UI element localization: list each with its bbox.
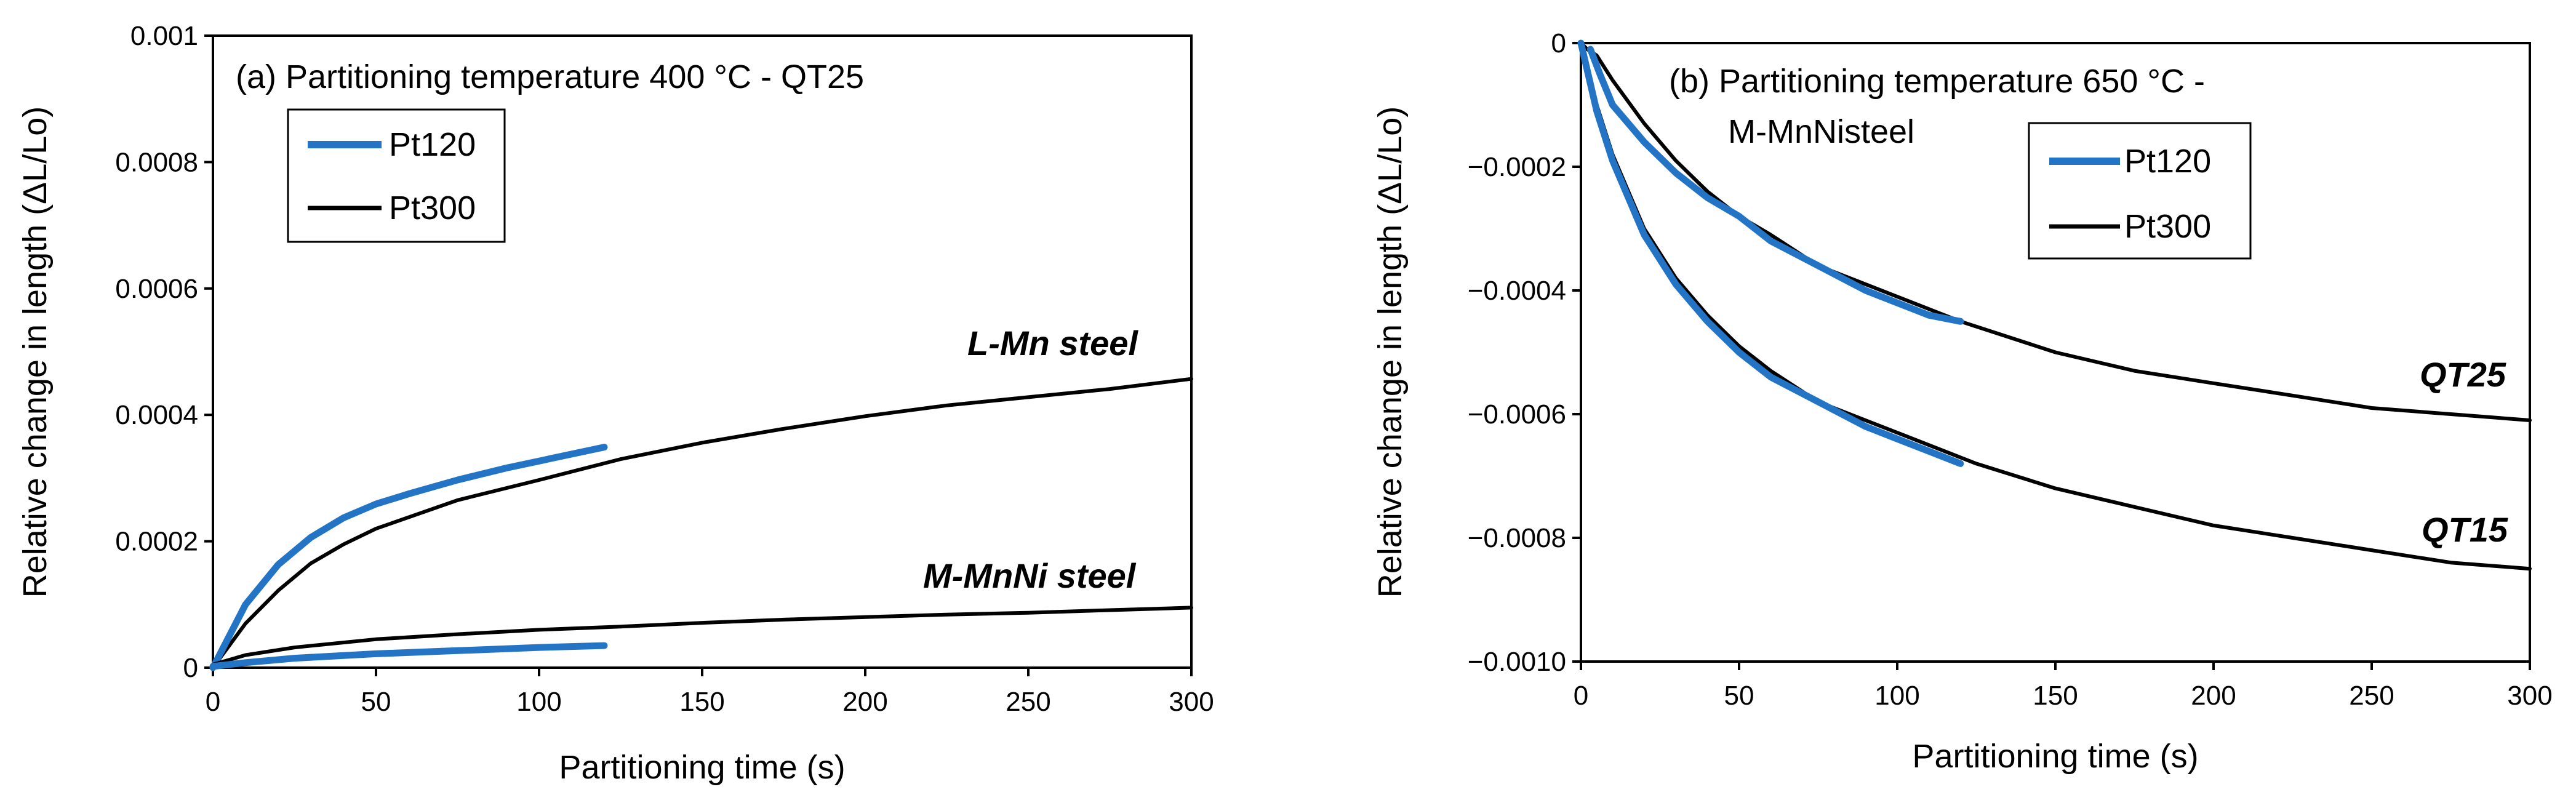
panel-b-title-line1: (b) Partitioning temperature 650 °C - bbox=[1669, 63, 2205, 100]
panel-a-x-tick-label: 150 bbox=[679, 687, 724, 717]
panel-b-series-pt120-qt15 bbox=[1577, 39, 1964, 467]
panel-b-series-pt300-qt15 bbox=[1579, 41, 2532, 571]
panel-b-y-tick-label: −0.0006 bbox=[1468, 399, 1566, 430]
panel-b-y-tick-label: −0.0004 bbox=[1468, 276, 1566, 306]
panel-a-series-pt120-m-mnni-steel bbox=[209, 642, 608, 670]
panel-a-legend: Pt120 Pt300 bbox=[287, 108, 506, 243]
panel-a-title: (a) Partitioning temperature 400 °C - QT… bbox=[236, 58, 864, 95]
panel-b-x-ticks: 0 50 100 150 200 250 300 bbox=[1574, 662, 2553, 711]
panel-a-x-tick-label: 300 bbox=[1169, 687, 1214, 717]
panel-a-y-axis-title: Relative change in length (ΔL/Lo) bbox=[17, 106, 54, 598]
panel-a-series-pt300-l-mn-steel bbox=[211, 377, 1193, 670]
panel-a-y-tick-label: 0.001 bbox=[130, 21, 198, 51]
panel-b-series-group bbox=[1577, 39, 2532, 571]
panel-b-y-axis-title: Relative change in length (ΔL/Lo) bbox=[1372, 106, 1409, 598]
panel-b-chart: 0 −0.0002 −0.0004 −0.0006 −0.0008 −0.0010 0 50… bbox=[1372, 28, 2553, 775]
panel-b-title-line2: M-MnNisteel bbox=[1728, 113, 1914, 150]
panel-a-x-tick-label: 200 bbox=[842, 687, 887, 717]
panel-b-legend-label-pt300: Pt300 bbox=[2124, 208, 2211, 245]
panel-a-x-tick-label: 50 bbox=[361, 687, 391, 717]
panel-a-series-pt120-l-mn-steel bbox=[209, 444, 608, 671]
panel-a-x-tick-label: 250 bbox=[1006, 687, 1050, 717]
panel-a-series-group bbox=[209, 377, 1193, 671]
panel-b-y-tick-label: −0.0002 bbox=[1468, 152, 1566, 182]
panel-a-x-axis-title: Partitioning time (s) bbox=[559, 749, 845, 786]
panel-b-legend-box bbox=[2028, 122, 2252, 260]
panel-a-series-pt300-m-mnni-steel bbox=[211, 606, 1193, 666]
panel-b-x-tick-label: 250 bbox=[2349, 681, 2394, 711]
panel-b-x-tick-label: 150 bbox=[2033, 681, 2078, 711]
panel-b-y-tick-label: 0 bbox=[1551, 28, 1566, 58]
panel-b-x-axis-title: Partitioning time (s) bbox=[1912, 738, 2198, 775]
panel-a-y-tick-label: 0.0006 bbox=[115, 274, 198, 304]
panel-a-x-tick-label: 0 bbox=[206, 687, 220, 717]
panel-b-x-tick-label: 0 bbox=[1574, 681, 1588, 711]
panel-b-y-tick-label: −0.0008 bbox=[1468, 523, 1566, 553]
panel-b-series-pt120-qt25 bbox=[1586, 46, 1964, 325]
panel-a-y-tick-label: 0.0002 bbox=[115, 527, 198, 557]
panel-b-annotation-qt25: QT25 bbox=[2420, 355, 2506, 394]
panel-a-y-tick-label: 0.0004 bbox=[115, 400, 198, 430]
panel-b-x-tick-label: 300 bbox=[2507, 681, 2552, 711]
panel-b-legend-label-pt120: Pt120 bbox=[2124, 143, 2211, 180]
panel-a-x-tick-label: 100 bbox=[516, 687, 561, 717]
panel-b-x-tick-label: 50 bbox=[1724, 681, 1754, 711]
panel-a-annotation-lmn: L-Mn steel bbox=[967, 324, 1138, 362]
panel-b-x-tick-label: 100 bbox=[1874, 681, 1919, 711]
panel-b-annotation-qt15: QT15 bbox=[2422, 510, 2508, 549]
panel-a-y-ticks: 0 0.0002 0.0004 0.0006 0.0008 0.001 bbox=[115, 21, 213, 683]
panel-b-y-tick-label: −0.0010 bbox=[1468, 647, 1566, 677]
panel-a-x-ticks: 0 50 100 150 200 250 300 bbox=[206, 668, 1214, 717]
panel-a-chart: 0 0.0002 0.0004 0.0006 0.0008 0.001 0 50 100 150… bbox=[17, 21, 1214, 786]
panel-a-annotation-mmnni: M-MnNi steel bbox=[923, 556, 1137, 595]
panel-a-legend-label-pt300: Pt300 bbox=[389, 190, 476, 226]
panel-b-y-ticks: 0 −0.0002 −0.0004 −0.0006 −0.0008 −0.0010 bbox=[1468, 28, 1581, 677]
panel-a-legend-label-pt120: Pt120 bbox=[389, 126, 476, 163]
panel-a-y-tick-label: 0 bbox=[183, 653, 198, 683]
panel-b-legend: Pt120 Pt300 bbox=[2028, 122, 2252, 260]
panel-a-legend-box bbox=[287, 108, 506, 243]
panel-a-y-tick-label: 0.0008 bbox=[115, 147, 198, 177]
panel-b-x-tick-label: 200 bbox=[2191, 681, 2236, 711]
